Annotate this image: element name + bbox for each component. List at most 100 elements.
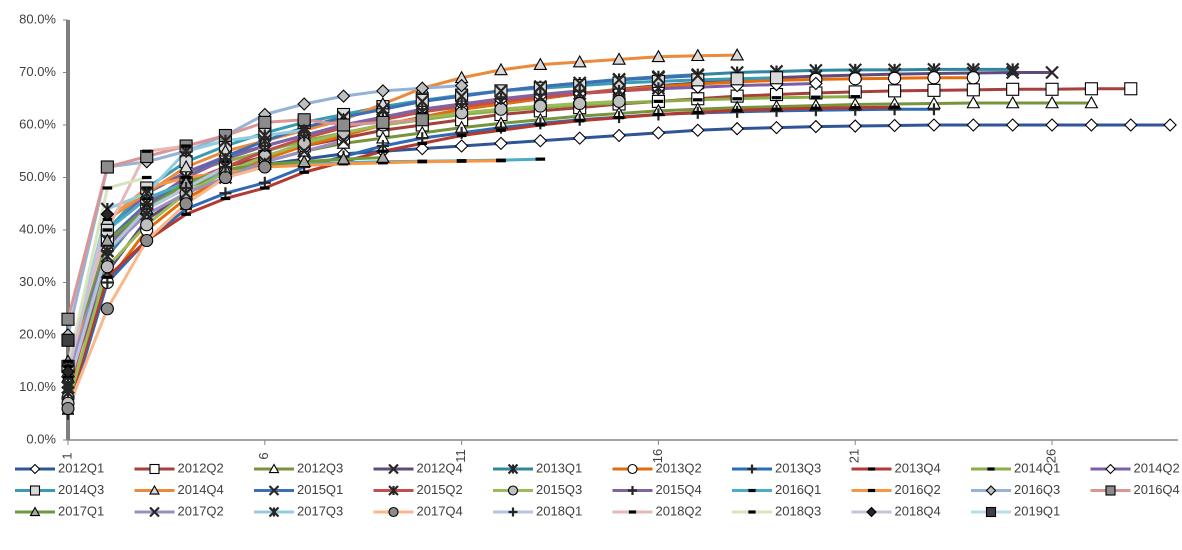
marker xyxy=(61,312,75,326)
marker xyxy=(336,118,351,132)
marker xyxy=(297,154,312,168)
marker xyxy=(889,105,900,109)
marker xyxy=(692,110,703,114)
legend-label: 2014Q2 xyxy=(1134,460,1180,475)
marker xyxy=(888,84,902,98)
legend-marker xyxy=(1105,485,1116,496)
y-tick-label: 50.0% xyxy=(19,169,56,184)
legend-marker xyxy=(628,486,637,495)
legend-marker xyxy=(268,463,280,474)
x-tick-label: 16 xyxy=(650,449,665,463)
marker xyxy=(849,103,862,116)
legend-marker xyxy=(268,485,280,496)
plot-area xyxy=(61,48,1177,420)
marker xyxy=(535,123,546,127)
marker xyxy=(1006,82,1020,96)
marker xyxy=(651,81,666,96)
marker xyxy=(769,120,784,135)
legend: 2012Q1 2012Q2 2012Q3 2012Q4 2013Q1 2013Q2 2013… xyxy=(15,460,1180,518)
marker xyxy=(887,118,902,133)
marker xyxy=(494,84,508,98)
marker xyxy=(336,89,351,103)
marker xyxy=(141,149,152,153)
legend-label: 2014Q4 xyxy=(178,482,224,497)
y-tick-label: 30.0% xyxy=(19,274,56,289)
series-line xyxy=(66,53,738,378)
legend-label: 2018Q2 xyxy=(656,503,702,518)
legend-label: 2013Q2 xyxy=(656,460,702,475)
marker xyxy=(572,54,587,68)
marker xyxy=(614,116,624,120)
legend-label: 2015Q2 xyxy=(417,482,463,497)
legend-marker xyxy=(388,485,399,496)
series-line xyxy=(66,82,816,373)
marker xyxy=(102,228,113,232)
marker xyxy=(376,84,390,98)
marker xyxy=(454,139,469,153)
series-line xyxy=(66,157,541,373)
marker xyxy=(494,102,508,116)
marker xyxy=(415,81,430,96)
marker xyxy=(299,170,309,174)
legend-marker xyxy=(508,507,518,517)
y-tick-label: 80.0% xyxy=(19,11,56,26)
marker xyxy=(140,233,154,248)
marker xyxy=(691,73,705,87)
marker xyxy=(218,170,232,185)
legend-marker xyxy=(748,488,756,493)
marker xyxy=(1045,65,1059,80)
marker xyxy=(258,128,272,143)
legend-marker xyxy=(388,506,399,518)
marker xyxy=(651,126,666,140)
legend-marker xyxy=(149,484,160,495)
legend-label: 2013Q4 xyxy=(895,460,941,475)
marker xyxy=(496,128,506,132)
legend-label: 2013Q3 xyxy=(775,460,821,475)
marker xyxy=(102,275,113,279)
legend-label: 2012Q2 xyxy=(178,460,224,475)
legend-marker xyxy=(29,506,41,517)
legend-marker xyxy=(388,463,399,475)
legend-label: 2012Q4 xyxy=(417,460,463,475)
legend-label: 2017Q2 xyxy=(178,503,224,518)
legend-label: 2016Q3 xyxy=(1014,482,1060,497)
marker xyxy=(139,186,154,201)
marker xyxy=(140,203,153,215)
legend-marker xyxy=(29,485,41,496)
marker xyxy=(732,97,742,101)
y-tick-label: 40.0% xyxy=(19,221,56,236)
marker xyxy=(219,161,232,173)
marker xyxy=(533,99,547,113)
marker xyxy=(180,182,193,194)
marker xyxy=(691,123,705,138)
legend-marker xyxy=(866,506,877,518)
y-tick-label: 0.0% xyxy=(26,431,56,446)
marker xyxy=(415,113,429,127)
legend-label: 2018Q4 xyxy=(895,503,941,518)
marker xyxy=(179,197,193,211)
marker xyxy=(966,71,980,85)
legend-marker xyxy=(507,463,519,475)
marker xyxy=(691,68,705,83)
marker xyxy=(651,49,666,63)
marker xyxy=(454,89,469,103)
marker xyxy=(730,121,744,136)
marker xyxy=(1124,82,1138,96)
marker xyxy=(494,92,507,105)
series-line xyxy=(66,213,109,373)
marker xyxy=(927,103,940,116)
marker xyxy=(848,72,862,86)
series-line xyxy=(66,159,501,378)
marker xyxy=(1084,95,1099,109)
legend-label: 2015Q4 xyxy=(656,482,702,497)
marker xyxy=(612,128,626,143)
marker xyxy=(297,123,311,138)
series-line xyxy=(66,105,895,409)
marker xyxy=(336,133,351,148)
series-line xyxy=(66,165,266,410)
marker xyxy=(415,94,430,109)
marker xyxy=(572,131,587,145)
marker xyxy=(297,144,311,159)
marker xyxy=(848,119,863,133)
series-line xyxy=(66,118,423,320)
